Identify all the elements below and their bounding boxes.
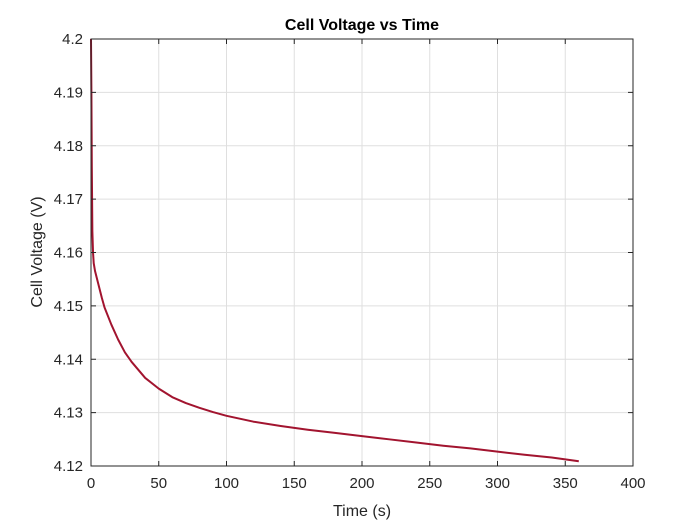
series-layer [90, 38, 579, 463]
y-tick-label: 4.13 [54, 405, 83, 422]
x-axis-title: Time (s) [333, 503, 391, 520]
y-tick-label: 4.16 [54, 245, 83, 262]
y-tick-labels: 4.12 4.13 4.14 4.15 4.16 4.17 4.18 4.19 4.2 [54, 31, 83, 475]
y-tick-label: 4.15 [54, 298, 83, 315]
y-tick-label: 4.2 [62, 31, 83, 48]
x-tick-label: 0 [87, 475, 95, 492]
y-tick-label: 4.14 [54, 351, 83, 368]
tick-marks [90, 38, 634, 467]
y-tick-label: 4.17 [54, 191, 83, 208]
y-tick-label: 4.18 [54, 138, 83, 155]
x-tick-label: 50 [150, 475, 167, 492]
y-tick-label: 4.12 [54, 458, 83, 475]
x-tick-label: 250 [417, 475, 442, 492]
x-tick-label: 200 [349, 475, 374, 492]
x-tick-label: 100 [214, 475, 239, 492]
x-tick-label: 400 [620, 475, 645, 492]
grid-lines [90, 38, 634, 467]
x-tick-labels: 0 50 100 150 200 250 300 350 400 [87, 475, 646, 492]
voltage-line-series [90, 38, 579, 463]
x-tick-label: 150 [282, 475, 307, 492]
chart-title: Cell Voltage vs Time [285, 17, 439, 34]
x-tick-label: 350 [553, 475, 578, 492]
x-tick-label: 300 [485, 475, 510, 492]
y-tick-label: 4.19 [54, 84, 83, 101]
y-axis-title: Cell Voltage (V) [29, 196, 46, 307]
